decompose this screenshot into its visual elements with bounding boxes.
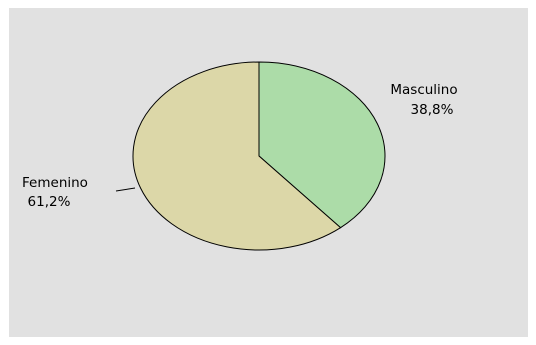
femenino-leader-line: [115, 187, 136, 192]
masculino-percent: 38,8%: [411, 102, 454, 118]
chart-panel: Masculino 38,8% Femenino 61,2%: [9, 8, 528, 337]
pie-slice-masculino: [258, 61, 386, 229]
femenino-label: Femenino: [22, 175, 88, 191]
femenino-percent: 61,2%: [28, 194, 71, 210]
pie-slice-femenino: [132, 61, 342, 251]
pie-chart: Masculino 38,8% Femenino 61,2%: [22, 61, 458, 251]
masculino-label: Masculino: [390, 82, 457, 98]
pie-slices: [132, 61, 386, 251]
